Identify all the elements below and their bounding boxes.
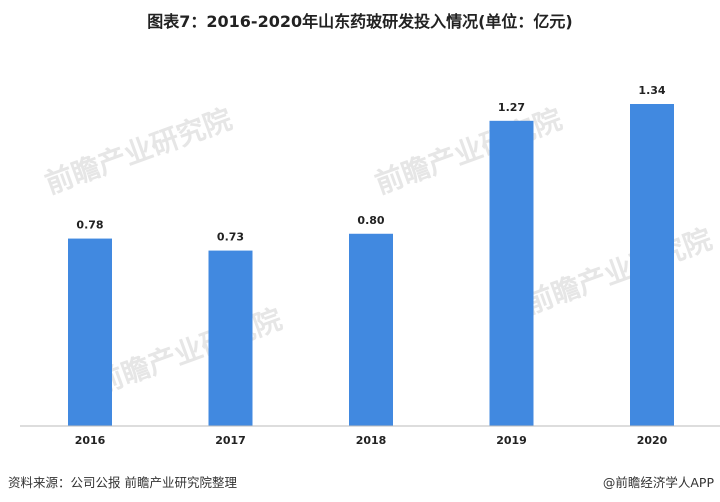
credit-note: @前瞻经济学人APP xyxy=(602,475,714,490)
data-label-2016: 0.78 xyxy=(76,219,103,232)
bar-2017 xyxy=(208,250,253,426)
x-tick-label-2019: 2019 xyxy=(496,434,527,447)
bar-2019 xyxy=(489,120,534,426)
bar-2020 xyxy=(630,104,674,426)
bar-2018 xyxy=(349,233,393,426)
bar-2016 xyxy=(68,238,112,426)
x-tick-label-2018: 2018 xyxy=(356,434,387,447)
source-note: 资料来源：公司公报 前瞻产业研究院整理 xyxy=(8,475,237,490)
chart-title: 图表7：2016-2020年山东药玻研发投入情况(单位：亿元) xyxy=(147,12,573,31)
data-label-2020: 1.34 xyxy=(638,84,665,97)
x-tick-label-2017: 2017 xyxy=(215,434,246,447)
bar-chart: 0.78 2016 0.73 2017 0.80 2018 1.27 2019 1.34 2020 xyxy=(20,84,720,447)
data-label-2019: 1.27 xyxy=(498,101,525,114)
x-tick-label-2020: 2020 xyxy=(637,434,668,447)
x-tick-label-2016: 2016 xyxy=(75,434,106,447)
data-label-2018: 0.80 xyxy=(357,214,384,227)
data-label-2017: 0.73 xyxy=(217,231,244,244)
